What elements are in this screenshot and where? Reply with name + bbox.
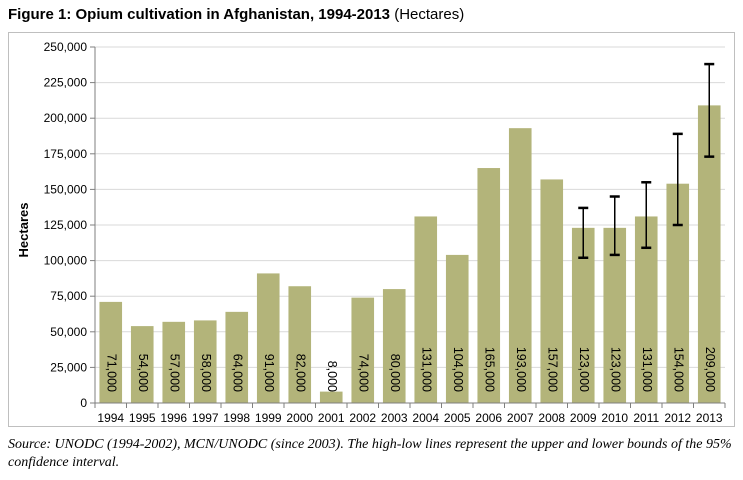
bar — [414, 216, 438, 403]
x-tick-label: 1996 — [160, 411, 187, 425]
bar — [225, 311, 249, 403]
bar — [508, 128, 532, 403]
x-tick-label: 2010 — [601, 411, 628, 425]
x-tick-label: 1998 — [223, 411, 250, 425]
bar-data-label: 80,000 — [388, 354, 402, 392]
bar-data-label: 64,000 — [230, 354, 244, 392]
bar-data-label: 131,000 — [640, 347, 654, 392]
bar — [130, 326, 154, 403]
bar — [351, 297, 375, 403]
bar-data-label: 165,000 — [482, 347, 496, 392]
y-tick-label: 75,000 — [50, 289, 87, 303]
bar — [634, 216, 658, 403]
x-tick-label: 2007 — [507, 411, 534, 425]
y-axis: 0 25,000 50,000 75,000 100,000 125,000 150,000… — [44, 40, 96, 410]
bar-data-label: 157,000 — [545, 347, 559, 392]
x-tick-label: 1995 — [129, 411, 156, 425]
bar — [256, 273, 280, 403]
bar — [319, 391, 343, 403]
bar — [382, 289, 406, 403]
x-axis: 1994 1995 1996 1997 1998 1999 2000 2001 2002 2003… — [94, 402, 726, 425]
bar-data-label: 154,000 — [671, 347, 685, 392]
x-tick-label: 2003 — [381, 411, 408, 425]
bar — [697, 105, 721, 403]
y-tick-label: 250,000 — [44, 40, 88, 54]
bar-data-label: 123,000 — [608, 347, 622, 392]
x-tick-label: 2013 — [696, 411, 723, 425]
bars — [99, 105, 721, 403]
bar — [540, 179, 564, 403]
bar-data-label: 131,000 — [419, 347, 433, 392]
bar — [571, 227, 595, 403]
bar-data-label: 91,000 — [262, 354, 276, 392]
x-tick-label: 2004 — [412, 411, 439, 425]
bar-data-label: 8,000 — [325, 361, 339, 392]
chart-frame — [8, 32, 735, 427]
y-tick-label: 50,000 — [50, 325, 87, 339]
bar-data-label: 54,000 — [136, 354, 150, 392]
figure-title-main: Figure 1: Opium cultivation in Afghanist… — [8, 6, 391, 23]
bar — [445, 254, 469, 403]
bar — [666, 183, 690, 403]
bar — [477, 168, 501, 403]
x-tick-label: 2011 — [633, 411, 659, 425]
y-tick-label: 225,000 — [44, 76, 88, 90]
y-tick-label: 0 — [80, 396, 87, 410]
bar-data-label: 58,000 — [199, 354, 213, 392]
y-tick-label: 200,000 — [44, 111, 88, 125]
x-tick-label: 1997 — [192, 411, 219, 425]
bar-data-label: 123,000 — [577, 347, 591, 392]
bar-data-label: 74,000 — [356, 354, 370, 392]
bar-data-label: 193,000 — [514, 347, 528, 392]
y-tick-label: 125,000 — [44, 218, 88, 232]
bar — [162, 321, 186, 403]
y-tick-label: 100,000 — [44, 254, 88, 268]
gridlines — [95, 46, 725, 368]
bar-chart: 0 25,000 50,000 75,000 100,000 125,000 150,000… — [16, 40, 726, 425]
x-tick-label: 2008 — [538, 411, 565, 425]
y-tick-label: 175,000 — [44, 147, 88, 161]
bar-data-label: 71,000 — [104, 354, 118, 392]
bar — [288, 286, 312, 403]
bar-data-label: 57,000 — [167, 354, 181, 392]
x-tick-label: 2012 — [664, 411, 691, 425]
bar-data-label: 82,000 — [293, 354, 307, 392]
figure-title: Figure 1: Opium cultivation in Afghanist… — [8, 6, 464, 23]
bar — [99, 301, 123, 403]
x-tick-label: 2002 — [349, 411, 376, 425]
x-tick-label: 2001 — [318, 411, 345, 425]
x-tick-label: 1999 — [255, 411, 282, 425]
x-tick-label: 2000 — [286, 411, 313, 425]
x-tick-label: 1994 — [97, 411, 124, 425]
x-tick-label: 2005 — [444, 411, 471, 425]
figure-caption: Source: UNODC (1994-2002), MCN/UNODC (si… — [8, 437, 732, 470]
bar — [193, 320, 217, 403]
y-axis-label: Hectares — [16, 203, 31, 258]
error-bars — [578, 62, 715, 260]
bar-data-label: 104,000 — [451, 347, 465, 392]
y-tick-label: 150,000 — [44, 182, 88, 196]
x-tick-label: 2006 — [475, 411, 502, 425]
bar — [603, 227, 627, 403]
x-tick-label: 2009 — [570, 411, 597, 425]
bar-data-label: 209,000 — [703, 347, 717, 392]
y-tick-label: 25,000 — [50, 360, 87, 374]
bar-labels: 71,000 54,000 57,000 58,000 64,000 91,000 82,0… — [104, 347, 717, 392]
figure-title-unit: (Hectares) — [394, 6, 465, 23]
